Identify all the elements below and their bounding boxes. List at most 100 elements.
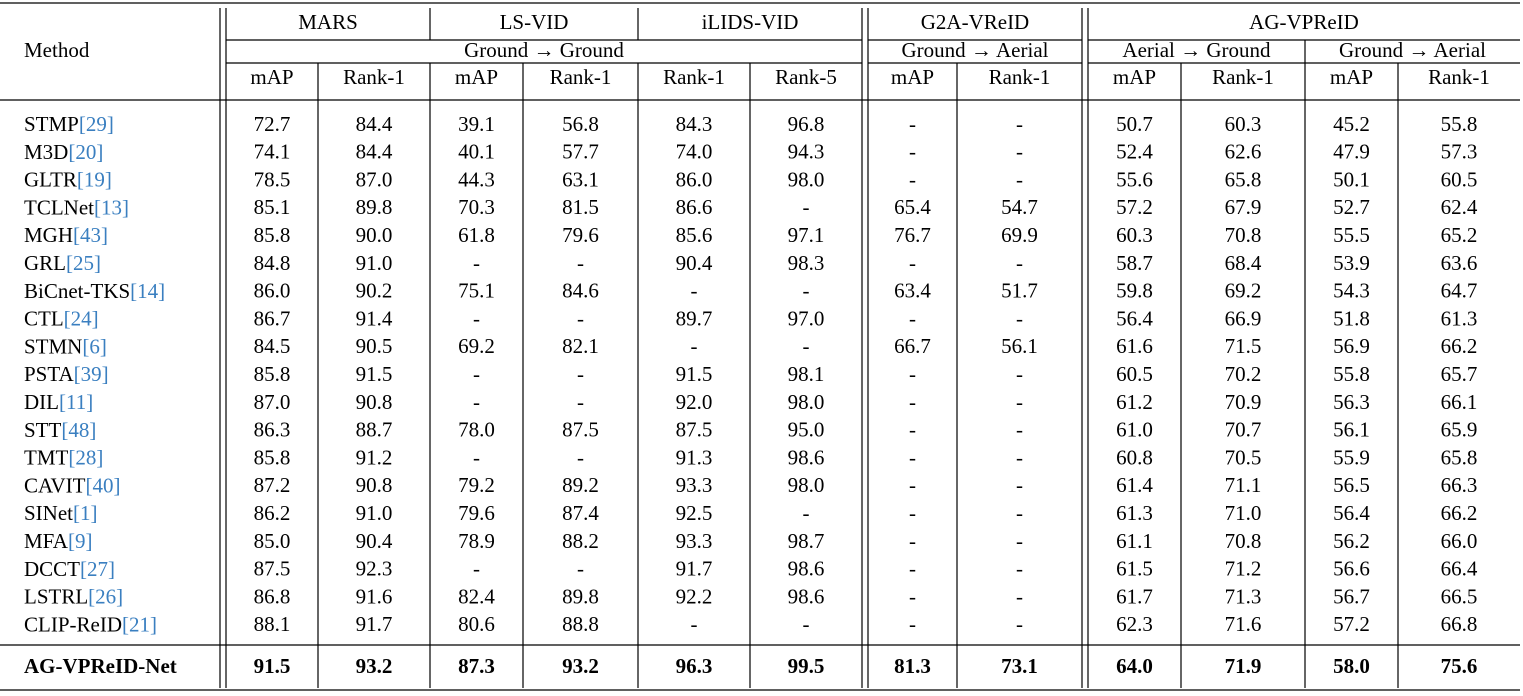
method-name: LSTRL[26] <box>24 584 123 608</box>
cell: 91.7 <box>676 557 713 581</box>
cell: 55.8 <box>1333 362 1370 386</box>
cell: - <box>803 195 810 219</box>
cell: 57.3 <box>1441 140 1478 164</box>
cell: 56.4 <box>1116 306 1153 330</box>
cell: 78.0 <box>458 418 495 442</box>
cell: 86.8 <box>254 584 291 608</box>
method-header: Method <box>24 38 90 62</box>
cell: 54.3 <box>1333 279 1370 303</box>
cell: 45.2 <box>1333 112 1370 136</box>
cell: - <box>1016 584 1023 608</box>
cell: - <box>1016 445 1023 469</box>
metric-header: mAP <box>1113 65 1156 89</box>
cell: 66.1 <box>1441 390 1478 414</box>
cell: 56.5 <box>1333 473 1370 497</box>
cell: 84.4 <box>356 140 393 164</box>
cell: 56.7 <box>1333 584 1370 608</box>
cell: 95.0 <box>788 418 825 442</box>
cell: - <box>473 362 480 386</box>
cell: 96.8 <box>788 112 825 136</box>
cell: 66.8 <box>1441 612 1478 636</box>
cell: - <box>473 306 480 330</box>
cell: 98.1 <box>788 362 825 386</box>
cell: 61.3 <box>1116 501 1153 525</box>
cell: 71.0 <box>1225 501 1262 525</box>
cell: 88.1 <box>254 612 291 636</box>
cell: - <box>1016 529 1023 553</box>
cell: - <box>1016 306 1023 330</box>
cell: - <box>803 612 810 636</box>
citation: [27] <box>80 557 115 581</box>
cell: - <box>473 390 480 414</box>
cell: 85.8 <box>254 223 291 247</box>
citation: [1] <box>73 501 98 525</box>
method-label: MFA <box>24 529 69 553</box>
citation: [26] <box>88 584 123 608</box>
method-label: M3D <box>24 140 68 164</box>
cell: 57.2 <box>1116 195 1153 219</box>
cell: 70.2 <box>1225 362 1262 386</box>
cell: - <box>909 251 916 275</box>
citation: [39] <box>74 362 109 386</box>
cell: 66.0 <box>1441 529 1478 553</box>
cell: 88.7 <box>356 418 393 442</box>
cell: - <box>909 140 916 164</box>
dataset-header: iLIDS-VID <box>702 10 799 34</box>
cell: 86.7 <box>254 306 291 330</box>
cell: 71.9 <box>1225 654 1262 678</box>
cell: 90.8 <box>356 390 393 414</box>
method-name: DCCT[27] <box>24 557 115 581</box>
cell: 91.4 <box>356 306 393 330</box>
cell: 91.7 <box>356 612 393 636</box>
cell: 81.5 <box>562 195 599 219</box>
cell: 61.3 <box>1441 306 1478 330</box>
cell: 57.7 <box>562 140 599 164</box>
cell: - <box>1016 612 1023 636</box>
cell: 86.0 <box>676 167 713 191</box>
metric-header: Rank-1 <box>989 65 1051 89</box>
cell: - <box>691 279 698 303</box>
cell: 66.3 <box>1441 473 1478 497</box>
citation: [9] <box>68 529 93 553</box>
cell: 65.2 <box>1441 223 1478 247</box>
cell: 76.7 <box>894 223 931 247</box>
citation: [40] <box>85 473 120 497</box>
cell: 61.5 <box>1116 557 1153 581</box>
cell: 61.1 <box>1116 529 1153 553</box>
cell: 92.2 <box>676 584 713 608</box>
setting-header: Ground → Aerial <box>902 38 1049 62</box>
cell: 65.7 <box>1441 362 1478 386</box>
cell: 71.1 <box>1225 473 1262 497</box>
cell: 87.0 <box>254 390 291 414</box>
cell: 60.8 <box>1116 445 1153 469</box>
cell: - <box>577 390 584 414</box>
setting-header: Aerial → Ground <box>1122 38 1271 62</box>
metric-header: Rank-1 <box>343 65 405 89</box>
cell: - <box>1016 501 1023 525</box>
cell: 87.2 <box>254 473 291 497</box>
cell: 61.0 <box>1116 418 1153 442</box>
cell: - <box>909 612 916 636</box>
cell: 65.8 <box>1441 445 1478 469</box>
cell: 90.4 <box>356 529 393 553</box>
cell: 65.9 <box>1441 418 1478 442</box>
cell: 56.1 <box>1001 334 1038 358</box>
cell: 57.2 <box>1333 612 1370 636</box>
cell: 90.0 <box>356 223 393 247</box>
metric-header: Rank-1 <box>1212 65 1274 89</box>
cell: 93.3 <box>676 473 713 497</box>
cell: 69.2 <box>458 334 495 358</box>
cell: 65.8 <box>1225 167 1262 191</box>
cell: 70.7 <box>1225 418 1262 442</box>
method-name: PSTA[39] <box>24 362 109 386</box>
cell: 61.8 <box>458 223 495 247</box>
cell: 56.3 <box>1333 390 1370 414</box>
cell: 52.4 <box>1116 140 1153 164</box>
cell: 63.6 <box>1441 251 1478 275</box>
cell: 85.8 <box>254 362 291 386</box>
cell: 54.7 <box>1001 195 1038 219</box>
cell: - <box>1016 390 1023 414</box>
cell: 58.0 <box>1333 654 1370 678</box>
